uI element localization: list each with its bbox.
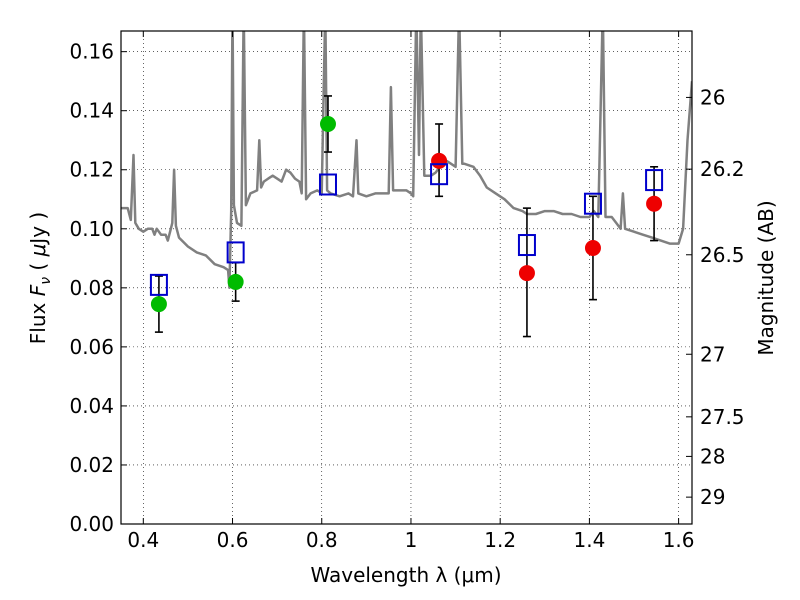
x-tick-label: 1.2: [484, 528, 516, 552]
y-axis-title-unit-close: Jy ): [26, 212, 50, 246]
y-tick-label: 0.16: [69, 40, 114, 64]
photometry-point-red: [646, 195, 663, 212]
x-tick-label: 1.4: [573, 528, 605, 552]
y-tick-label: 0.00: [69, 512, 114, 536]
y-axis-title: Flux Fν ( μJy ): [26, 212, 54, 344]
y2-tick-label: 27: [700, 342, 725, 366]
plot-frame: [120, 30, 693, 525]
x-tick-label: 0.4: [127, 528, 159, 552]
photometry-point-red: [431, 152, 448, 169]
y-tick-label: 0.10: [69, 217, 114, 241]
y-tick-label: 0.14: [69, 99, 114, 123]
data-points: [149, 95, 664, 338]
y-tick-label: 0.12: [69, 158, 114, 182]
y-axis-title-unit-mu: μ: [26, 244, 50, 258]
x-tick-label: 1.6: [663, 528, 695, 552]
y-tick-label: 0.08: [69, 276, 114, 300]
model-spectrum: [121, 31, 692, 290]
photometry-point-green: [319, 115, 336, 132]
x-tick-label: 0.8: [306, 528, 338, 552]
axis-ticks: 0.4 0.6 0.8 1 1.2 1.4 1.6 0.00 0.02 0.04 0.06 0.08 0…: [69, 31, 745, 552]
y-axis-title-prefix: Flux: [26, 296, 50, 344]
y-axis-title-unit-open: (: [26, 256, 50, 277]
photometry-point-green: [227, 273, 244, 290]
model-spectrum-line: [121, 31, 692, 290]
photometry-point-red: [584, 239, 601, 256]
y2-tick-label: 26.2: [700, 157, 745, 181]
y2-tick-label: 29: [700, 485, 725, 509]
y2-tick-label: 28: [700, 444, 725, 468]
photometry-square: [517, 234, 536, 257]
photometry-square: [318, 173, 337, 196]
x-axis-title: Wavelength λ (μm): [310, 563, 501, 587]
y-tick-label: 0.02: [69, 453, 114, 477]
y2-tick-label: 26.5: [700, 243, 745, 267]
photometry-square: [430, 163, 449, 186]
photometry-square: [583, 192, 602, 215]
x-tick-label: 0.6: [217, 528, 249, 552]
y2-axis-title: Magnitude (AB): [754, 200, 778, 355]
y2-tick-label: 27.5: [700, 405, 745, 429]
y-axis-title-sub: ν: [38, 277, 54, 285]
photometry-square: [645, 169, 664, 192]
y-tick-label: 0.06: [69, 335, 114, 359]
y2-tick-label: 26: [700, 85, 725, 109]
photometry-square: [226, 241, 245, 264]
photometry-point-green: [150, 296, 167, 313]
photometry-point-red: [518, 265, 535, 282]
y-tick-label: 0.04: [69, 394, 114, 418]
photometry-square: [149, 273, 168, 296]
x-tick-label: 1: [405, 528, 418, 552]
y-axis-title-var: F: [26, 284, 50, 296]
